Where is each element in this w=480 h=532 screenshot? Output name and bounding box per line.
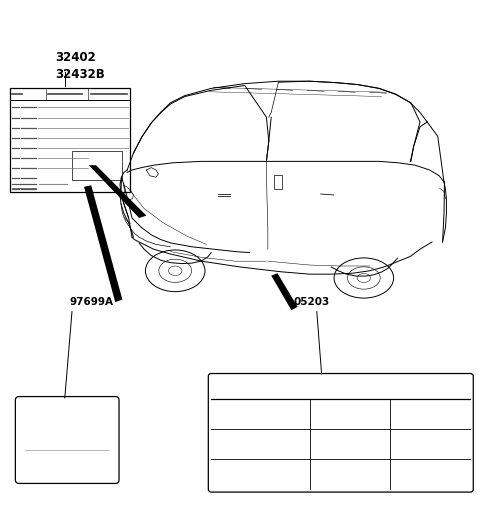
FancyBboxPatch shape — [208, 373, 473, 492]
Text: 05203: 05203 — [294, 297, 330, 307]
Polygon shape — [84, 185, 122, 302]
Bar — [72, 151, 122, 180]
Polygon shape — [89, 165, 146, 218]
Text: 32402: 32402 — [55, 51, 96, 64]
Text: 97699A: 97699A — [69, 297, 113, 307]
FancyBboxPatch shape — [15, 396, 119, 484]
Text: 32432B: 32432B — [55, 68, 105, 80]
Bar — [274, 175, 282, 189]
Polygon shape — [271, 273, 298, 310]
Bar — [10, 88, 130, 192]
